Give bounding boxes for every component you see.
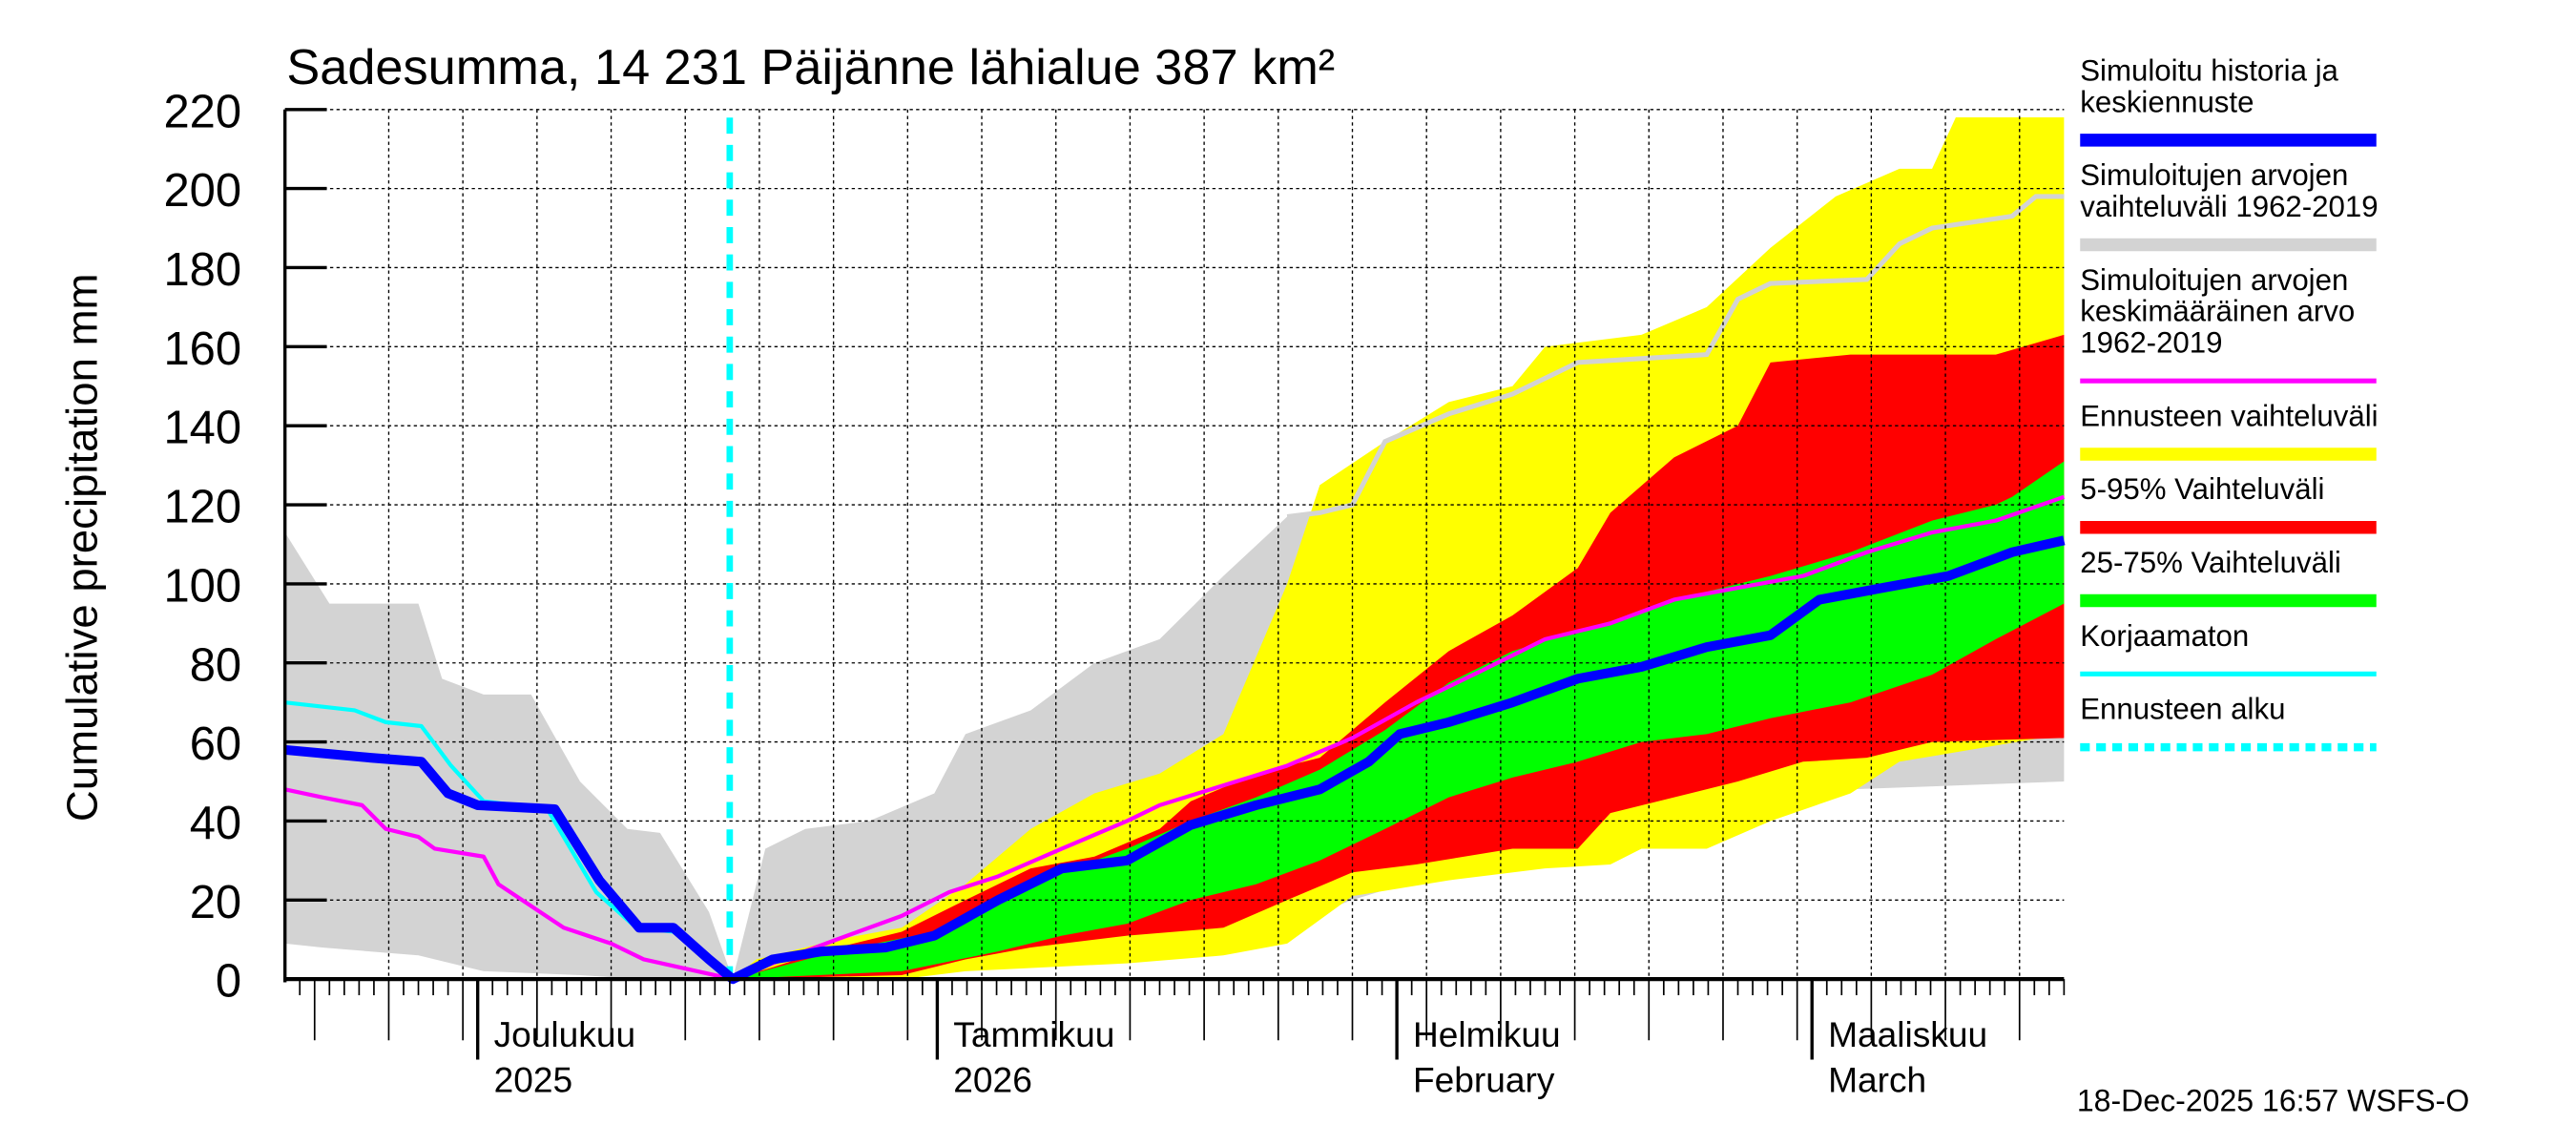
x-month-label: Maaliskuu xyxy=(1828,1014,1987,1054)
y-tick-label: 80 xyxy=(190,639,241,691)
y-tick-label: 160 xyxy=(163,323,241,375)
legend-label: Simuloitujen arvojen xyxy=(2080,263,2348,297)
y-tick-label: 40 xyxy=(190,798,241,849)
series-line-2 xyxy=(284,535,2066,985)
y-tick-label: 180 xyxy=(163,244,241,296)
axes: 0 20 40 60 80 100 120 140 160 180 200 220 Joulukuu 20… xyxy=(163,86,2066,1099)
x-month-label: Joulukuu xyxy=(494,1014,636,1054)
legend-label: Simuloitu historia ja xyxy=(2080,53,2338,87)
timestamp: 18-Dec-2025 16:57 WSFS-O xyxy=(2077,1084,2469,1118)
y-tick-label: 200 xyxy=(163,165,241,217)
legend-label: 5-95% Vaihteluväli xyxy=(2080,472,2324,506)
y-tick-label: 120 xyxy=(163,482,241,533)
y-tick-label: 0 xyxy=(216,956,241,1008)
band-grey-upper-line xyxy=(1286,194,2065,519)
x-month-label: Helmikuu xyxy=(1413,1014,1561,1054)
x-month-sublabel: March xyxy=(1828,1059,1926,1099)
y-tick-label: 60 xyxy=(190,718,241,770)
legend-label: keskimääräinen arvo xyxy=(2080,295,2355,328)
legend-label: keskiennuste xyxy=(2080,85,2254,118)
x-month-sublabel: 2025 xyxy=(494,1059,573,1099)
chart-title: Sadesumma, 14 231 Päijänne lähialue 387 … xyxy=(286,40,1335,95)
y-axis-label: Cumulative precipitation mm xyxy=(57,274,106,822)
x-month-label: Tammikuu xyxy=(953,1014,1114,1054)
series-lines xyxy=(284,494,2066,985)
legend-label: Simuloitujen arvojen xyxy=(2080,158,2348,192)
x-month-sublabel: 2026 xyxy=(953,1059,1032,1099)
legend-label: Ennusteen alku xyxy=(2080,693,2285,726)
grid xyxy=(284,109,2065,980)
legend-label: Korjaamaton xyxy=(2080,619,2249,653)
x-month-sublabel: February xyxy=(1413,1059,1555,1099)
legend-label: 25-75% Vaihteluväli xyxy=(2080,546,2341,579)
legend-label: Ennusteen vaihteluväli xyxy=(2080,399,2378,432)
band-2 xyxy=(732,334,2065,980)
y-tick-label: 140 xyxy=(163,403,241,454)
y-tick-label: 100 xyxy=(163,560,241,612)
legend-label: 1962-2019 xyxy=(2080,326,2222,360)
y-tick-label: 20 xyxy=(190,877,241,928)
legend-label: vaihteluväli 1962-2019 xyxy=(2080,190,2378,223)
series-line-0 xyxy=(284,494,2066,982)
y-tick-label: 220 xyxy=(163,86,241,137)
